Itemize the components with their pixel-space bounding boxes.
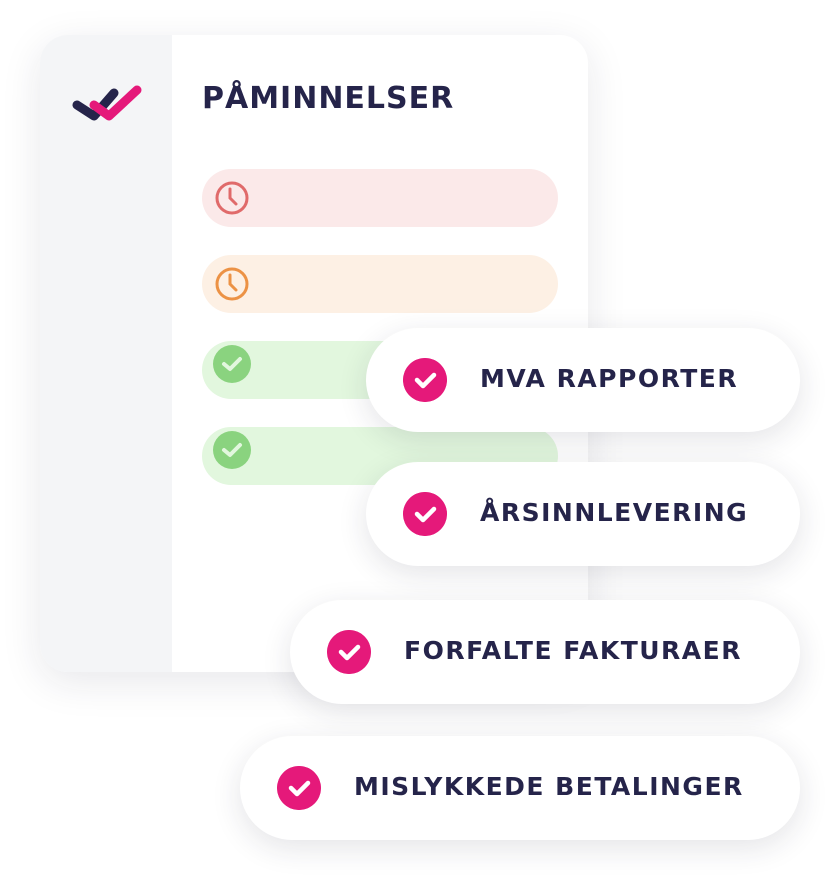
check-circle-icon <box>213 345 251 383</box>
clock-icon <box>215 181 249 215</box>
check-circle-icon <box>277 766 321 810</box>
check-circle-icon <box>327 630 371 674</box>
pill-forfalte-fakturaer[interactable]: FORFALTE FAKTURAER <box>290 600 800 704</box>
pill-mislykkede-betalinger[interactable]: MISLYKKEDE BETALINGER <box>240 736 800 840</box>
reminder-row-warning[interactable] <box>202 255 558 313</box>
pill-mva-rapporter[interactable]: MVA RAPPORTER <box>366 328 800 432</box>
pill-label: ÅRSINNLEVERING <box>480 498 749 527</box>
page-title: PÅMINNELSER <box>202 81 455 116</box>
pill-label: MVA RAPPORTER <box>480 364 739 393</box>
check-circle-icon <box>403 492 447 536</box>
reminder-row-overdue[interactable] <box>202 169 558 227</box>
check-circle-icon <box>403 358 447 402</box>
sidebar <box>40 35 172 672</box>
clock-icon <box>215 267 249 301</box>
check-circle-icon <box>213 431 251 469</box>
pill-arsinnlevering[interactable]: ÅRSINNLEVERING <box>366 462 800 566</box>
pill-label: MISLYKKEDE BETALINGER <box>354 772 744 801</box>
logo-double-check-icon <box>72 85 142 121</box>
pill-label: FORFALTE FAKTURAER <box>404 636 742 665</box>
